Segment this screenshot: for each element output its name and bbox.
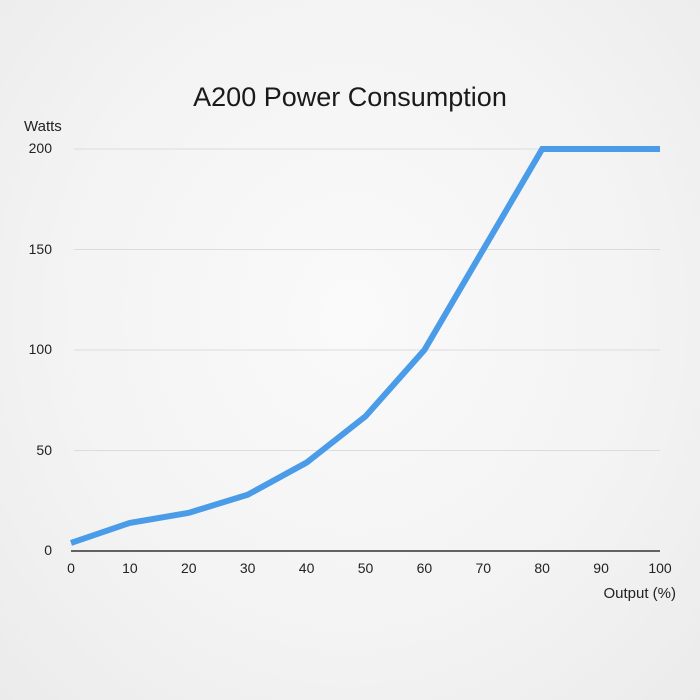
y-tick-label: 50 (36, 441, 52, 458)
x-axis-label: Output (%) (603, 585, 676, 602)
y-tick-label: 0 (44, 542, 52, 558)
y-tick-label: 150 (28, 240, 52, 257)
x-tick-label: 60 (416, 560, 433, 576)
x-tick-label: 100 (648, 560, 672, 576)
y-axis-label: Watts (24, 118, 62, 135)
x-tick-label: 70 (475, 560, 492, 576)
x-tick-label: 10 (122, 560, 138, 576)
x-tick-label: 30 (239, 560, 256, 576)
chart-title: A200 Power Consumption (193, 82, 507, 112)
x-tick-label: 0 (67, 560, 75, 576)
y-tick-label: 100 (28, 341, 52, 357)
data-line (70, 146, 660, 546)
x-tick-label: 80 (534, 560, 550, 576)
x-tick-label: 20 (181, 560, 197, 576)
x-tick-label: 40 (298, 560, 315, 576)
x-tick-label: 90 (593, 560, 609, 576)
y-tick-label: 200 (28, 140, 52, 156)
x-tick-label: 50 (357, 560, 374, 576)
